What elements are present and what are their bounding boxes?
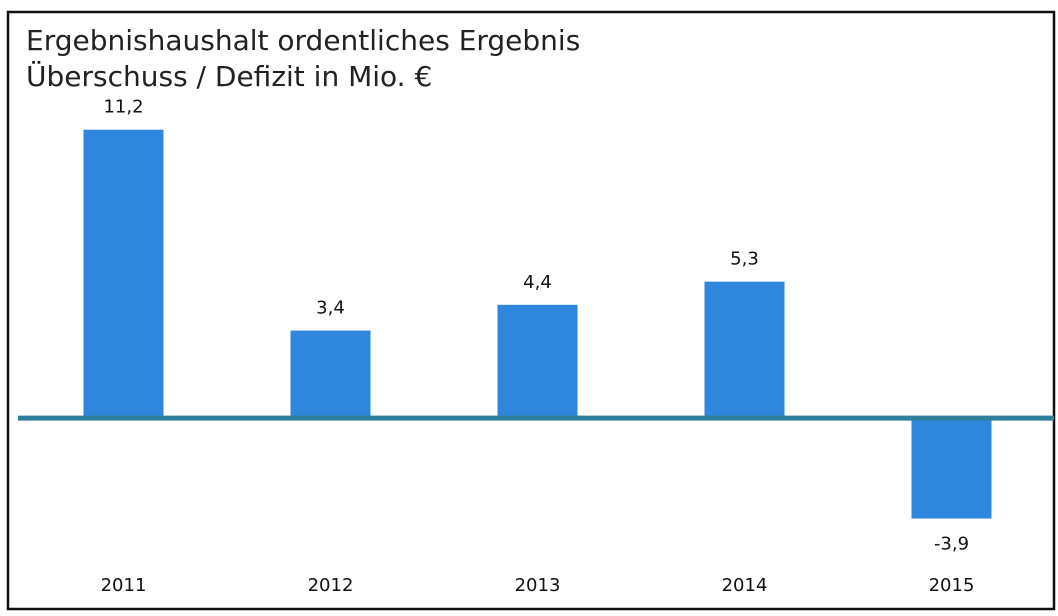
value-label: 11,2 xyxy=(103,97,143,118)
value-label: -3,9 xyxy=(934,534,969,555)
bar xyxy=(497,304,578,419)
x-tick-label: 2011 xyxy=(101,575,147,596)
frame xyxy=(6,10,1056,611)
value-label: 4,4 xyxy=(523,272,552,293)
x-tick-label: 2015 xyxy=(929,575,975,596)
value-label: 5,3 xyxy=(730,249,759,270)
chart-title: Ergebnishaushalt ordentliches Ergebnis xyxy=(26,24,580,57)
bar xyxy=(704,281,785,419)
chart-subtitle: Überschuss / Defizit in Mio. € xyxy=(26,59,432,93)
x-tick-label: 2014 xyxy=(722,575,768,596)
value-label: 3,4 xyxy=(316,298,345,319)
bar xyxy=(290,330,371,419)
bar xyxy=(83,129,164,419)
x-tick-label: 2012 xyxy=(308,575,354,596)
x-tick-label: 2013 xyxy=(515,575,561,596)
bar xyxy=(911,418,992,519)
